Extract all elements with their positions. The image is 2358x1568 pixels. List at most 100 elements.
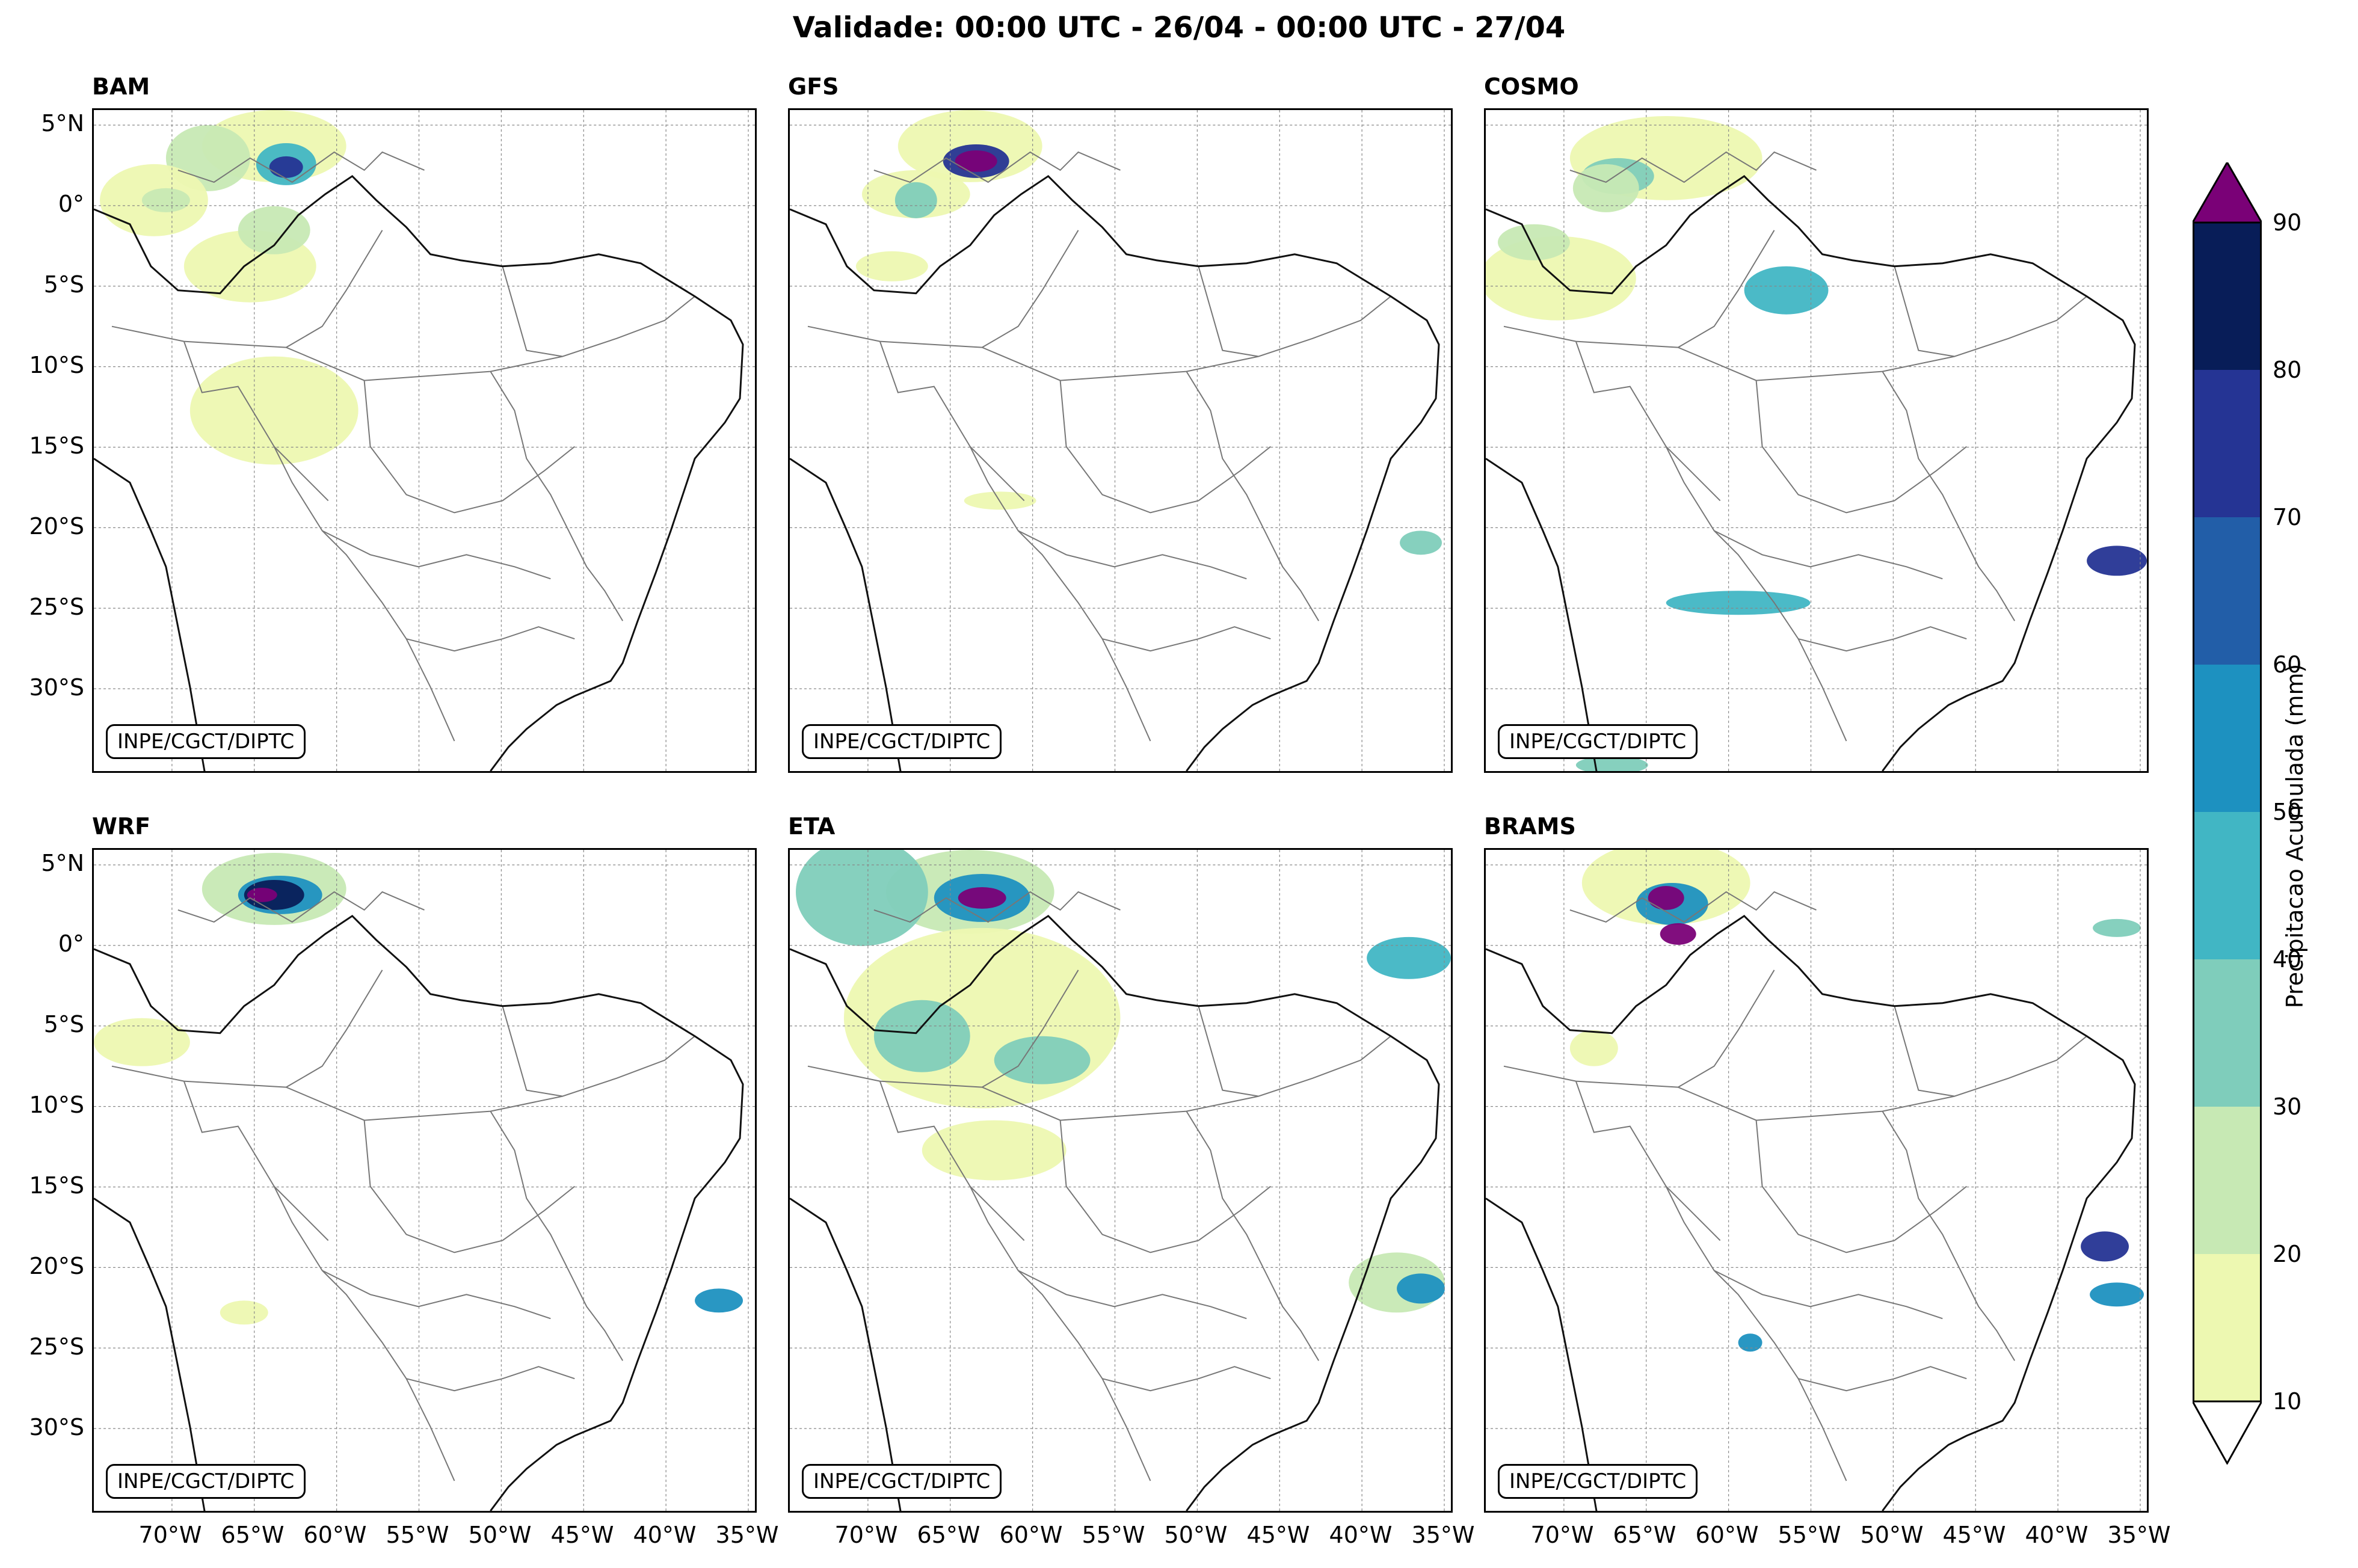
colorbar-tick-label: 80	[2273, 357, 2302, 383]
precip-area	[695, 1288, 743, 1313]
state-border	[1059, 380, 1271, 514]
state-border	[1678, 970, 1775, 1088]
credit-label: INPE/CGCT/DIPTC	[802, 724, 1002, 759]
precip-area	[2081, 1231, 2129, 1262]
latitude-tick-label: 30°S	[29, 674, 84, 701]
state-border	[177, 891, 425, 923]
latitude-tick-label: 20°S	[29, 513, 84, 540]
state-border	[363, 1120, 575, 1253]
coastline	[790, 174, 1440, 771]
state-border	[1798, 1366, 1967, 1392]
colorbar-tick-label: 30	[2273, 1093, 2302, 1120]
latitude-tick-label: 30°S	[29, 1414, 84, 1440]
coastline	[94, 914, 744, 1511]
precip-area	[220, 1300, 268, 1325]
longitude-tick-label: 40°W	[633, 1522, 697, 1548]
map-plot-wrf	[94, 850, 755, 1511]
coastline	[790, 458, 902, 771]
gridlines	[1486, 110, 2147, 771]
longitude-tick-label: 45°W	[1246, 1522, 1310, 1548]
longitude-tick-label: 65°W	[1613, 1522, 1676, 1548]
credit-label: INPE/CGCT/DIPTC	[106, 1464, 306, 1499]
colorbar-segment	[2193, 370, 2262, 518]
state-border	[322, 1270, 551, 1320]
state-border	[1666, 446, 1721, 502]
state-border	[111, 325, 563, 381]
precip-area	[1666, 591, 1811, 615]
state-border	[406, 626, 575, 652]
state-border	[1503, 1065, 1955, 1121]
colorbar-tick-label: 70	[2273, 504, 2302, 530]
precip-area	[1648, 885, 1684, 910]
panel-title-eta: ETA	[788, 813, 836, 840]
precip-area	[922, 1120, 1067, 1181]
precip-area	[955, 150, 997, 172]
precip-area	[958, 887, 1006, 909]
state-border	[1569, 891, 1817, 923]
longitude-tick-label: 35°W	[715, 1522, 779, 1548]
colorbar-tick-label: 40	[2273, 946, 2302, 973]
state-border	[1714, 530, 1943, 580]
longitude-tick-label: 45°W	[1942, 1522, 2006, 1548]
longitude-tick-label: 40°W	[2025, 1522, 2089, 1548]
precip-area	[2093, 918, 2141, 937]
state-border	[490, 371, 624, 621]
state-border	[1678, 230, 1775, 348]
longitude-tick-label: 60°W	[303, 1522, 367, 1548]
figure-title: Validade: 00:00 UTC - 26/04 - 00:00 UTC …	[792, 11, 1566, 45]
latitude-tick-label: 25°S	[29, 594, 84, 620]
coastline	[94, 458, 206, 771]
coastline	[94, 174, 744, 771]
latitude-tick-label: 20°S	[29, 1253, 84, 1279]
precip-area	[1400, 530, 1442, 555]
longitude-tick-label: 45°W	[550, 1522, 614, 1548]
coastline	[94, 1198, 206, 1511]
colorbar-title: Precipitacao Acumulada (mm)	[2282, 663, 2308, 1009]
latitude-tick-label: 5°S	[43, 271, 84, 298]
longitude-tick-label: 55°W	[1778, 1522, 1841, 1548]
precip-area	[1572, 164, 1639, 212]
precip-area	[238, 206, 310, 254]
colorbar-tick-label: 10	[2273, 1388, 2302, 1415]
colorbar-segment	[2193, 223, 2262, 370]
precip-area	[141, 188, 190, 212]
latitude-tick-label: 25°S	[29, 1333, 84, 1360]
longitude-tick-label: 70°W	[1530, 1522, 1594, 1548]
latitude-tick-label: 15°S	[29, 432, 84, 459]
gridlines	[94, 850, 755, 1511]
precip-area	[94, 1018, 190, 1066]
state-border	[502, 1006, 695, 1097]
longitude-tick-label: 50°W	[1860, 1522, 1924, 1548]
map-plot-gfs	[790, 110, 1451, 771]
state-border	[1894, 266, 2087, 357]
longitude-tick-label: 50°W	[468, 1522, 532, 1548]
colorbar-segment	[2193, 665, 2262, 813]
colorbar-tick-label: 90	[2273, 209, 2302, 236]
precip-area	[2087, 546, 2147, 576]
colorbar-segment	[2193, 1107, 2262, 1255]
latitude-tick-label: 5°S	[43, 1011, 84, 1038]
longitude-tick-label: 50°W	[1164, 1522, 1228, 1548]
state-border	[286, 230, 383, 348]
credit-label: INPE/CGCT/DIPTC	[1498, 1464, 1698, 1499]
precip-area	[1569, 1030, 1618, 1066]
precip-area	[796, 850, 928, 946]
state-border	[1882, 1111, 2016, 1361]
precip-area	[1367, 936, 1451, 979]
coastline	[1486, 1198, 1598, 1511]
state-border	[1059, 1120, 1271, 1253]
map-panel-wrf: INPE/CGCT/DIPTC	[92, 848, 757, 1513]
state-border	[1755, 380, 1967, 514]
precip-area	[1497, 224, 1570, 260]
panel-title-gfs: GFS	[788, 73, 839, 100]
precip-area	[894, 182, 937, 218]
panel-title-cosmo: COSMO	[1484, 73, 1579, 100]
latitude-tick-label: 5°N	[41, 850, 84, 876]
state-border	[363, 380, 575, 514]
longitude-tick-label: 70°W	[138, 1522, 202, 1548]
state-border	[982, 230, 1079, 348]
longitude-tick-label: 55°W	[1082, 1522, 1145, 1548]
state-border	[406, 1366, 575, 1392]
state-border	[1569, 151, 1817, 183]
state-border	[1575, 1081, 1847, 1481]
